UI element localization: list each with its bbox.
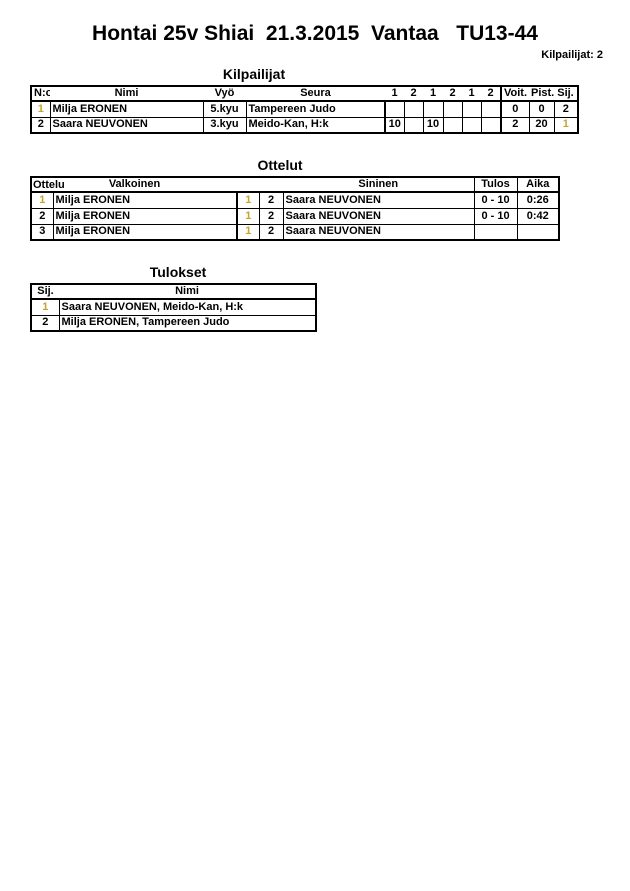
col-header-pist: Pist. [531,87,554,99]
competitor-club: Tampereen Judo [245,100,386,118]
col-header-score-2: 2 [410,87,417,99]
white-player-number: 1 [236,207,260,225]
score-cell [403,116,424,134]
score-cell [384,100,405,118]
placement-cell: 1 [553,116,579,134]
match-number: 2 [30,207,54,225]
col-header-ottelu: Ottelu [33,179,65,191]
competitor-name: Saara NEUVONEN [49,116,204,134]
tulokset-header-row: Sij. Nimi [31,284,316,299]
col-header-nimi: Nimi [175,285,199,297]
white-player-name: Milja ERONEN [52,207,238,225]
score-cell [480,100,502,118]
score-cell [442,100,463,118]
col-header-no: N:o [34,87,50,99]
score-cell [480,116,502,134]
col-header-spacer [237,177,259,192]
result-row: 2 Milja ERONEN, Tampereen Judo [30,314,317,332]
competitor-club: Meido-Kan, H:k [245,116,386,134]
score-cell: 10 [384,116,405,134]
match-result: 0 - 10 [473,207,518,225]
col-header-sij: Sij. [557,87,574,99]
competitor-name: Milja ERONEN [49,100,204,118]
match-result [473,223,518,241]
col-header-sininen: Sininen [358,178,399,190]
page-title: Hontai 25v Shiai 21.3.2015 Vantaa TU13-4… [92,22,538,45]
match-number: 3 [30,223,54,241]
match-row: 2 Milja ERONEN 1 2 Saara NEUVONEN 0 - 10… [30,207,560,225]
points-cell: 0 [528,100,555,118]
competitor-row: 2 Saara NEUVONEN 3.kyu Meido-Kan, H:k 10… [30,116,579,134]
blue-player-name: Saara NEUVONEN [282,207,475,225]
col-header-vyo: Vyö [214,87,235,99]
competitor-row: 1 Milja ERONEN 5.kyu Tampereen Judo 0 0 … [30,100,579,118]
match-row: 1 Milja ERONEN 1 2 Saara NEUVONEN 0 - 10… [30,191,560,209]
blue-player-number: 2 [258,191,284,209]
competitor-belt: 5.kyu [202,100,247,118]
col-header-score-4: 2 [449,87,456,99]
ottelut-table: Ottelu Valkoinen Sininen Tulos Aika 1 Mi… [30,176,561,241]
result-name: Saara NEUVONEN, Meido-Kan, H:k [58,298,317,316]
kilpailijat-section-heading: Kilpailijat [222,66,286,82]
kilpailijat-table: N:o Nimi Vyö Seura 1 2 1 2 1 2 Voit. Pis… [30,85,579,134]
white-player-number: 1 [236,223,260,241]
ottelut-header-row: Ottelu Valkoinen Sininen Tulos Aika [31,177,560,192]
white-player-name: Milja ERONEN [52,223,238,241]
wins-cell: 0 [500,100,530,118]
col-header-score-6: 2 [487,87,494,99]
tulokset-table: Sij. Nimi 1 Saara NEUVONEN, Meido-Kan, H… [30,283,317,332]
kilpailijat-header-row: N:o Nimi Vyö Seura 1 2 1 2 1 2 Voit. Pis… [31,86,578,101]
score-cell [461,100,482,118]
result-name: Milja ERONEN, Tampereen Judo [58,314,317,332]
wins-cell: 2 [500,116,530,134]
blue-player-name: Saara NEUVONEN [282,223,475,241]
competitor-number: 2 [30,116,51,134]
col-header-score-5: 1 [468,87,475,99]
match-result: 0 - 10 [473,191,518,209]
col-header-tulos: Tulos [473,177,518,192]
competitor-number: 1 [30,100,51,118]
col-header-aika: Aika [516,177,560,192]
blue-player-name: Saara NEUVONEN [282,191,475,209]
match-time [516,223,560,241]
score-cell [422,100,444,118]
ottelut-section-heading: Ottelut [257,157,303,173]
col-header-sij: Sij. [37,285,54,297]
tulokset-section-heading: Tulokset [149,264,207,280]
blue-player-number: 2 [258,223,284,241]
score-cell [461,116,482,134]
result-placement: 1 [30,298,60,316]
competitor-belt: 3.kyu [202,116,247,134]
blue-player-number: 2 [258,207,284,225]
match-number: 1 [30,191,54,209]
result-placement: 2 [30,314,60,332]
placement-cell: 2 [553,100,579,118]
col-header-seura: Seura [300,87,331,99]
white-player-name: Milja ERONEN [52,191,238,209]
score-cell [442,116,463,134]
col-header-spacer [259,177,283,192]
match-time: 0:42 [516,207,560,225]
match-row: 3 Milja ERONEN 1 2 Saara NEUVONEN [30,223,560,241]
score-cell [403,100,424,118]
col-header-valkoinen: Ottelu Valkoinen [33,178,161,191]
col-header-score-3: 1 [429,87,437,99]
col-header-voit: Voit. [500,86,529,101]
score-cell: 10 [422,116,444,134]
match-time: 0:26 [516,191,560,209]
competitors-count-label: Kilpailijat: 2 [541,49,603,61]
col-header-score-1: 1 [391,87,398,99]
col-header-nimi: Nimi [114,87,139,99]
result-row: 1 Saara NEUVONEN, Meido-Kan, H:k [30,298,317,316]
points-cell: 20 [528,116,555,134]
white-player-number: 1 [236,191,260,209]
